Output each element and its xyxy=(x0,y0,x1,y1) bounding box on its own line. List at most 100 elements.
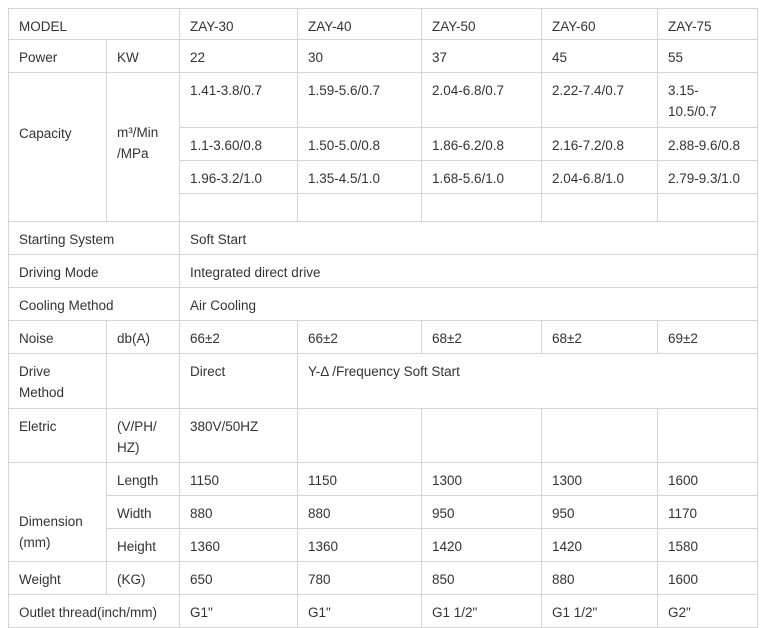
row-unit: Length xyxy=(106,462,180,496)
table-cell xyxy=(541,193,658,222)
table-cell: 68±2 xyxy=(541,320,658,354)
header-model: MODEL xyxy=(8,8,180,40)
table-cell xyxy=(657,193,758,222)
table-cell: 1.68-5.6/1.0 xyxy=(421,160,542,194)
header-cell: ZAY-40 xyxy=(297,8,422,40)
dimension-row: Dimension (mm) Length 1150 1150 1300 1300 1600 xyxy=(8,462,758,562)
row-label: Capacity xyxy=(8,72,107,222)
table-cell: 1.50-5.0/0.8 xyxy=(297,127,422,161)
table-cell: 880 xyxy=(541,561,658,595)
table-cell: 2.04-6.8/1.0 xyxy=(541,160,658,194)
row-unit: Height xyxy=(106,528,180,562)
table-cell: 2.88-9.6/0.8 xyxy=(657,127,758,161)
table-cell xyxy=(657,408,758,463)
capacity-row: 1.96-3.2/1.0 1.35-4.5/1.0 1.68-5.6/1.0 2.04… xyxy=(9,160,758,194)
cooling-row: Cooling Method Air Cooling xyxy=(8,287,758,321)
table-cell xyxy=(541,408,658,463)
table-cell: Soft Start xyxy=(179,221,758,255)
row-unit: (V/PH/ HZ) xyxy=(106,408,180,463)
table-cell: G1" xyxy=(297,594,422,628)
row-label: Driving Mode xyxy=(8,254,180,288)
capacity-row: 1.1-3.60/0.8 1.50-5.0/0.8 1.86-6.2/0.8 2.16… xyxy=(9,127,758,161)
table-cell: 1360 xyxy=(297,528,422,562)
dimension-row: Width 880 880 950 950 1170 xyxy=(9,495,758,529)
row-label: Drive Method xyxy=(8,353,107,409)
capacity-row: Capacity m³/Min /MPa 1.41-3.8/0.7 1.59-5.6/… xyxy=(8,72,758,222)
row-label: Dimension (mm) xyxy=(8,462,107,562)
outlet-row: Outlet thread(inch/mm) G1" G1" G1 1/2" G1 1/… xyxy=(8,594,758,628)
table-cell: 1600 xyxy=(657,561,758,595)
table-cell: Air Cooling xyxy=(179,287,758,321)
table-cell: Integrated direct drive xyxy=(179,254,758,288)
table-cell: 1150 xyxy=(297,462,422,496)
table-cell: 66±2 xyxy=(297,320,422,354)
table-cell: 30 xyxy=(297,39,422,73)
table-cell: 950 xyxy=(541,495,658,529)
table-cell: 1360 xyxy=(179,528,298,562)
row-label: Starting System xyxy=(8,221,180,255)
row-unit xyxy=(106,353,180,409)
driving-row: Driving Mode Integrated direct drive xyxy=(8,254,758,288)
table-cell: 880 xyxy=(179,495,298,529)
row-unit: (KG) xyxy=(106,561,180,595)
table-cell: 55 xyxy=(657,39,758,73)
table-cell: 1300 xyxy=(541,462,658,496)
table-cell: 780 xyxy=(297,561,422,595)
table-cell xyxy=(421,408,542,463)
table-cell: 22 xyxy=(179,39,298,73)
table-cell: 1300 xyxy=(421,462,542,496)
row-label: Power xyxy=(8,39,107,73)
header-cell: ZAY-60 xyxy=(541,8,658,40)
table-cell: 1600 xyxy=(657,462,758,496)
table-cell: 68±2 xyxy=(421,320,542,354)
table-cell: 2.79-9.3/1.0 xyxy=(657,160,758,194)
table-cell: 2.04-6.8/0.7 xyxy=(421,72,542,128)
table-cell: 1150 xyxy=(179,462,298,496)
weight-row: Weight (KG) 650 780 850 880 1600 xyxy=(8,561,758,595)
noise-row: Noise db(A) 66±2 66±2 68±2 68±2 69±2 xyxy=(8,320,758,354)
table-cell: 2.22-7.4/0.7 xyxy=(541,72,658,128)
row-unit: Width xyxy=(106,495,180,529)
row-label: Eletric xyxy=(8,408,107,463)
table-cell: 650 xyxy=(179,561,298,595)
table-cell: 3.15-10.5/0.7 xyxy=(657,72,758,128)
table-cell: 850 xyxy=(421,561,542,595)
table-cell: Direct xyxy=(179,353,298,409)
table-cell: 37 xyxy=(421,39,542,73)
table-cell: 1420 xyxy=(541,528,658,562)
drive-method-row: Drive Method Direct Y-Δ /Frequency Soft St… xyxy=(8,353,758,409)
row-label: Outlet thread(inch/mm) xyxy=(8,594,180,628)
header-row: MODEL ZAY-30 ZAY-40 ZAY-50 ZAY-60 ZAY-75 xyxy=(8,8,758,40)
table-cell xyxy=(297,408,422,463)
row-unit: m³/Min /MPa xyxy=(106,72,180,222)
starting-row: Starting System Soft Start xyxy=(8,221,758,255)
table-cell: 1.86-6.2/0.8 xyxy=(421,127,542,161)
table-cell: Y-Δ /Frequency Soft Start xyxy=(297,353,758,409)
table-cell: 1.1-3.60/0.8 xyxy=(179,127,298,161)
table-cell: G1" xyxy=(179,594,298,628)
row-label: Noise xyxy=(8,320,107,354)
table-cell: 1.59-5.6/0.7 xyxy=(297,72,422,128)
power-row: Power KW 22 30 37 45 55 xyxy=(8,39,758,73)
table-cell: 69±2 xyxy=(657,320,758,354)
electric-row: Eletric (V/PH/ HZ) 380V/50HZ xyxy=(8,408,758,463)
capacity-row xyxy=(9,193,758,222)
table-cell xyxy=(421,193,542,222)
table-cell xyxy=(179,193,298,222)
table-cell xyxy=(297,193,422,222)
row-label: Weight xyxy=(8,561,107,595)
header-cell: ZAY-30 xyxy=(179,8,298,40)
header-cell: ZAY-50 xyxy=(421,8,542,40)
table-cell: G1 1/2" xyxy=(541,594,658,628)
table-cell: 66±2 xyxy=(179,320,298,354)
table-cell: 1.41-3.8/0.7 xyxy=(179,72,298,128)
table-cell: 1580 xyxy=(657,528,758,562)
table-cell: 1170 xyxy=(657,495,758,529)
table-cell: 1420 xyxy=(421,528,542,562)
table-cell: 880 xyxy=(297,495,422,529)
table-cell: 1.35-4.5/1.0 xyxy=(297,160,422,194)
header-cell: ZAY-75 xyxy=(657,8,758,40)
table-cell: G1 1/2" xyxy=(421,594,542,628)
table-cell: 45 xyxy=(541,39,658,73)
row-unit: KW xyxy=(106,39,180,73)
